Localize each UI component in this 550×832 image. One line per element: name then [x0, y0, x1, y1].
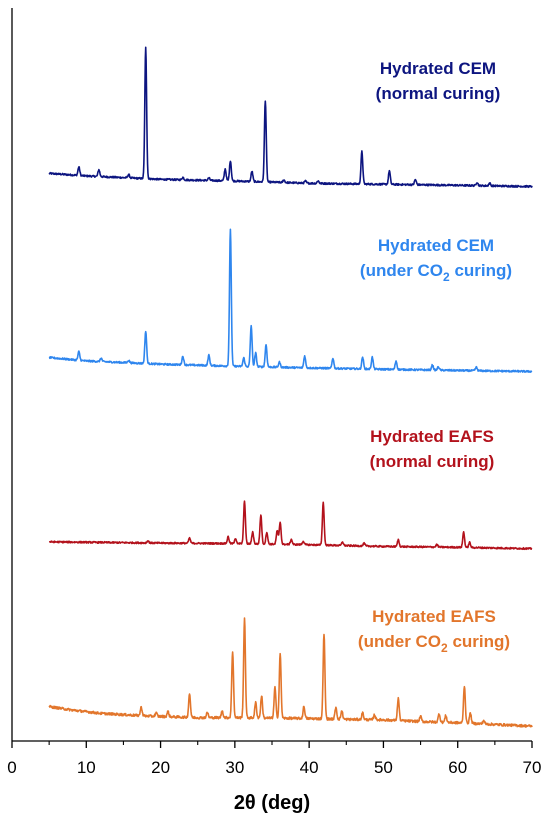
x-tick-label: 60	[448, 758, 467, 777]
x-tick-label: 50	[374, 758, 393, 777]
x-tick-label: 0	[7, 758, 16, 777]
x-tick-label: 70	[523, 758, 542, 777]
series-line-1	[48, 46, 533, 189]
plot-area	[48, 46, 533, 728]
series-line-2	[48, 228, 533, 373]
series-label-4: Hydrated EAFS (under CO2 curing)	[358, 607, 510, 655]
series-label-2: Hydrated CEM (under CO2 curing)	[360, 236, 512, 284]
x-tick-label: 20	[151, 758, 170, 777]
series-label-1: Hydrated CEM (normal curing)	[376, 59, 501, 103]
series-label-3: Hydrated EAFS (normal curing)	[370, 427, 495, 471]
x-tick-label: 40	[300, 758, 319, 777]
x-tick-label: 10	[77, 758, 96, 777]
x-axis: 0 10 20 30 40 50 60 70	[7, 740, 542, 777]
series-line-3	[48, 500, 533, 551]
x-axis-label: 2θ (deg)	[234, 792, 310, 814]
x-tick-label: 30	[225, 758, 244, 777]
series-labels: Hydrated CEM (normal curing) Hydrated CEM(…	[358, 59, 512, 655]
series-line-4	[48, 617, 533, 728]
